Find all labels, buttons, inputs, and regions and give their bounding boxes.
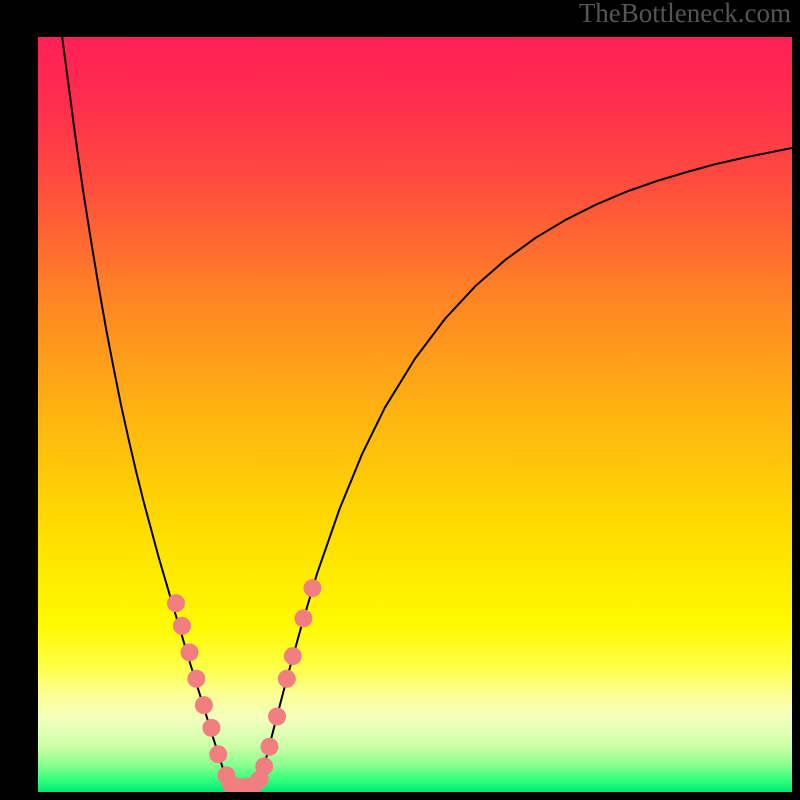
dot [202,719,220,737]
plot-area [38,37,792,792]
watermark-label: TheBottleneck.com [579,0,791,29]
dot [209,745,227,763]
dot [284,647,302,665]
dot [173,617,191,635]
scatter-dots [167,579,321,792]
dot [195,696,213,714]
dot [167,594,185,612]
dot [278,670,296,688]
dot [268,708,286,726]
dot [303,579,321,597]
dot [187,670,205,688]
dot [260,738,278,756]
curve-right [259,148,792,781]
dot [255,757,273,775]
curves-layer [38,37,792,792]
dot [181,643,199,661]
curve-left [62,37,259,788]
chart-root: TheBottleneck.com [0,0,800,800]
dot [294,609,312,627]
